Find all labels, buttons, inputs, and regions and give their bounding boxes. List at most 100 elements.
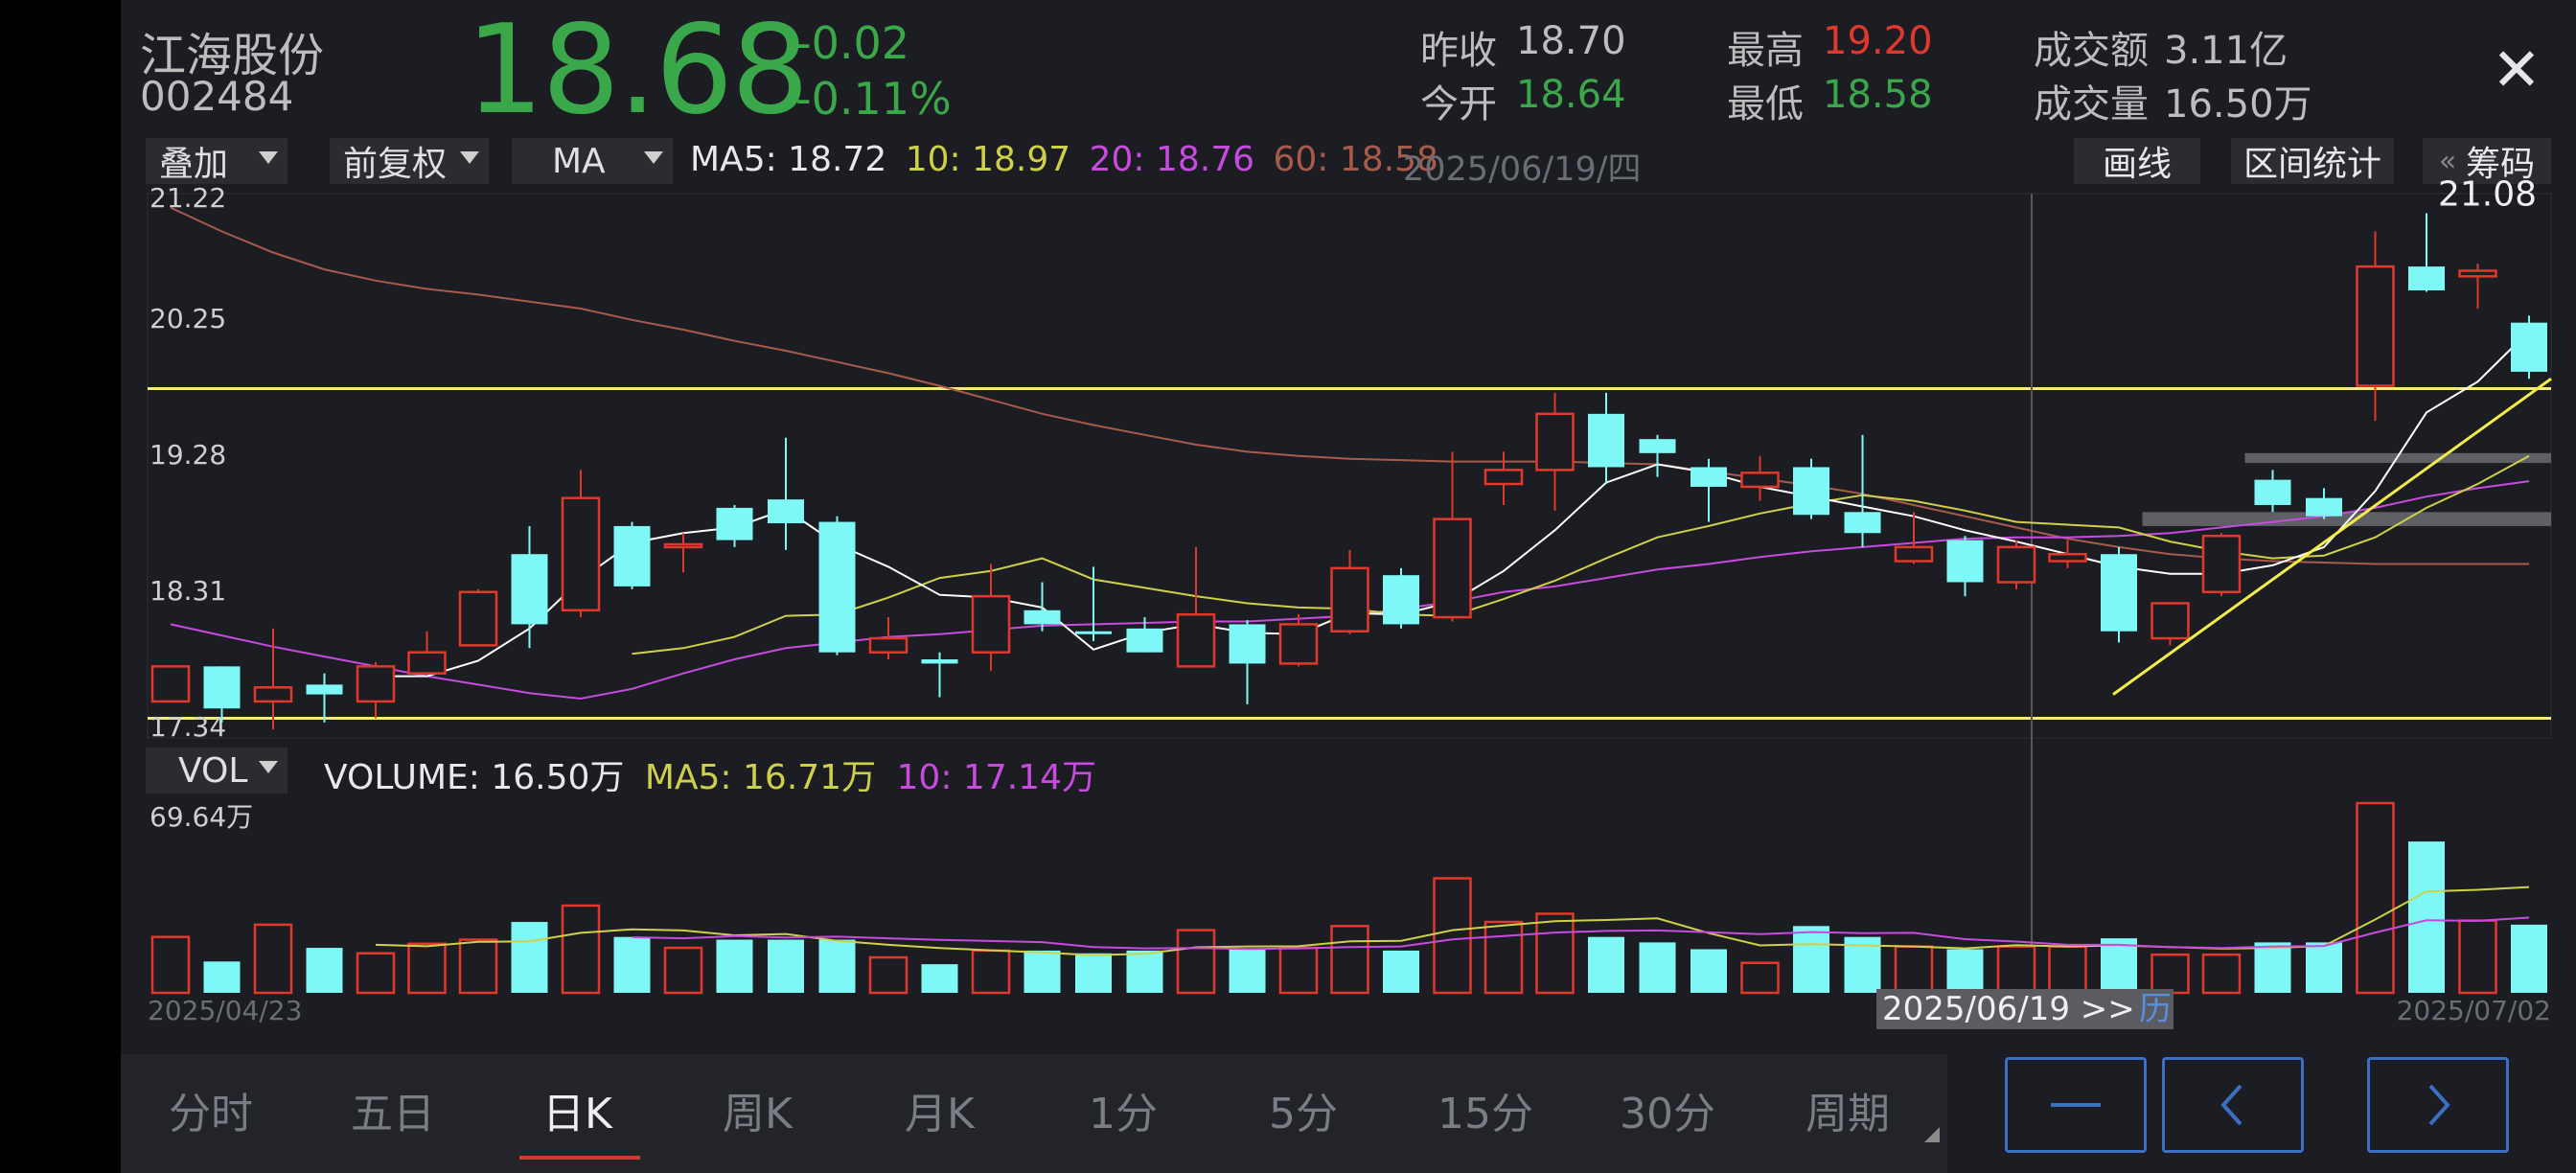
candle-body <box>716 507 753 540</box>
candle-body <box>407 651 447 675</box>
candle-body <box>921 659 958 664</box>
ma60-legend: 60: 18.58 <box>1273 140 1438 179</box>
open-label: 今开 <box>1420 82 1497 126</box>
y-tick-label: 17.34 <box>150 711 226 743</box>
candle-body <box>1946 540 1984 583</box>
amount-value: 3.11亿 <box>2164 29 2288 73</box>
crosshair-date-box <box>1876 989 2174 1029</box>
close-icon[interactable]: ✕ <box>2492 34 2542 104</box>
volume-bar <box>458 938 498 995</box>
corner-triangle-icon <box>1924 1127 1940 1142</box>
price-change-pct: -0.11% <box>795 73 952 125</box>
candle-body <box>1176 612 1216 668</box>
volume-max-label: 69.64万 <box>150 801 253 833</box>
ma-legend: MA5: 18.72 10: 18.97 20: 18.76 60: 18.58 <box>690 140 1446 179</box>
candle-body <box>1996 545 2036 584</box>
overlay-dropdown[interactable]: 叠加 <box>146 138 288 184</box>
draw-line-button[interactable]: 画线 <box>2074 138 2200 184</box>
volume-bar <box>561 904 601 995</box>
volume-bar <box>2306 942 2342 993</box>
adjust-label: 前复权 <box>343 145 448 184</box>
high-value: 19.20 <box>1823 19 1933 63</box>
candle-body <box>1484 469 1524 486</box>
candle-body <box>868 636 908 654</box>
adjust-dropdown[interactable]: 前复权 <box>330 138 489 184</box>
chip-zone-0 <box>2244 452 2551 464</box>
candle-body <box>2101 554 2137 632</box>
crosshair-history-label: 历 <box>2139 990 2172 1028</box>
volume-bar <box>1793 926 1829 993</box>
volume-bar <box>1639 942 1676 993</box>
candle-body <box>1588 413 1624 468</box>
volume-bar <box>253 923 293 995</box>
tab-intraday[interactable]: 分时 <box>169 1090 253 1138</box>
candle-body <box>818 521 856 653</box>
double-chevron-left-icon: « <box>2438 144 2457 178</box>
range-stats-button[interactable]: 区间统计 <box>2231 138 2394 184</box>
volume-bar <box>1229 949 1266 993</box>
candle-body <box>971 594 1011 654</box>
app-window: 江海股份 002484 18.68 -0.02 -0.11% 昨收 18.70 … <box>121 0 2576 1173</box>
tab-five-day[interactable]: 五日 <box>351 1090 435 1138</box>
tab-weekly-k[interactable]: 周K <box>723 1090 793 1138</box>
end-date-label: 2025/07/02 <box>2397 995 2551 1026</box>
volume-bar <box>1996 945 2036 995</box>
prev-close-value: 18.70 <box>1516 19 1626 63</box>
volume-bar <box>2150 953 2190 995</box>
chevron-left-icon <box>2220 1084 2242 1126</box>
trend-line <box>2112 378 2552 696</box>
tab-monthly-k[interactable]: 月K <box>905 1090 975 1138</box>
tab-5min[interactable]: 5分 <box>1269 1090 1338 1138</box>
y-tick-label: 18.31 <box>150 575 226 607</box>
tab-30min[interactable]: 30分 <box>1620 1090 1715 1138</box>
tab-period[interactable]: 周期 <box>1806 1079 1890 1140</box>
price-change: -0.02 <box>795 17 910 69</box>
candle-body <box>356 665 396 703</box>
volume-bar <box>1278 946 1319 995</box>
volume-bar <box>868 955 908 995</box>
volume-selector-label: VOL <box>178 750 248 791</box>
candle-body <box>1383 575 1419 625</box>
candle-body <box>306 684 343 695</box>
kline-chart[interactable]: 21.22 20.25 19.28 18.31 17.34 21.08 69.64万 2025… <box>121 0 2576 1054</box>
zoom-out-button[interactable] <box>2005 1057 2147 1153</box>
volume-bar <box>1588 936 1624 993</box>
chips-button[interactable]: « 筹码 <box>2423 138 2551 184</box>
indicator-dropdown[interactable]: MA <box>512 138 673 184</box>
cursor-date: 2025/06/19/四 <box>1403 150 1642 189</box>
volume-bar <box>1383 950 1419 993</box>
candle-body <box>1330 566 1369 632</box>
candle-body <box>1024 610 1061 625</box>
volume-bar <box>2458 919 2497 995</box>
y-tick-label: 20.25 <box>150 303 226 334</box>
chevron-right-icon <box>2428 1084 2450 1126</box>
volume-bar <box>2101 938 2137 993</box>
overlay-label: 叠加 <box>159 145 229 184</box>
candle-body <box>2150 602 2190 640</box>
candle-body <box>1844 512 1881 534</box>
tab-15min[interactable]: 15分 <box>1438 1090 1533 1138</box>
candle-body <box>1740 472 1780 489</box>
candle-body <box>613 525 651 586</box>
period-tabs-bar <box>121 1054 1947 1173</box>
volume-bar <box>356 952 396 995</box>
y-tick-label: 19.28 <box>150 439 226 471</box>
prev-button[interactable] <box>2162 1057 2304 1153</box>
caret-down-icon <box>259 151 278 164</box>
volume-bar <box>1075 953 1112 993</box>
volume-bar <box>1330 925 1369 995</box>
last-price: 18.68 <box>466 0 809 142</box>
volume-bar <box>306 948 343 993</box>
amount-label: 成交额 <box>2034 29 2149 73</box>
tab-daily-k[interactable]: 日K <box>542 1090 612 1138</box>
next-button[interactable] <box>2367 1057 2509 1153</box>
volume-indicator-dropdown[interactable]: VOL <box>146 748 288 794</box>
ma10-legend: 10: 18.97 <box>905 140 1071 179</box>
price-panel-frame <box>147 193 2552 739</box>
volume-bar <box>1894 945 1934 995</box>
active-tab-underline <box>519 1156 640 1160</box>
candle-body <box>2458 269 2497 278</box>
volume-bar <box>971 949 1011 995</box>
tab-1min[interactable]: 1分 <box>1089 1090 1158 1138</box>
candle-body <box>1793 467 1829 516</box>
